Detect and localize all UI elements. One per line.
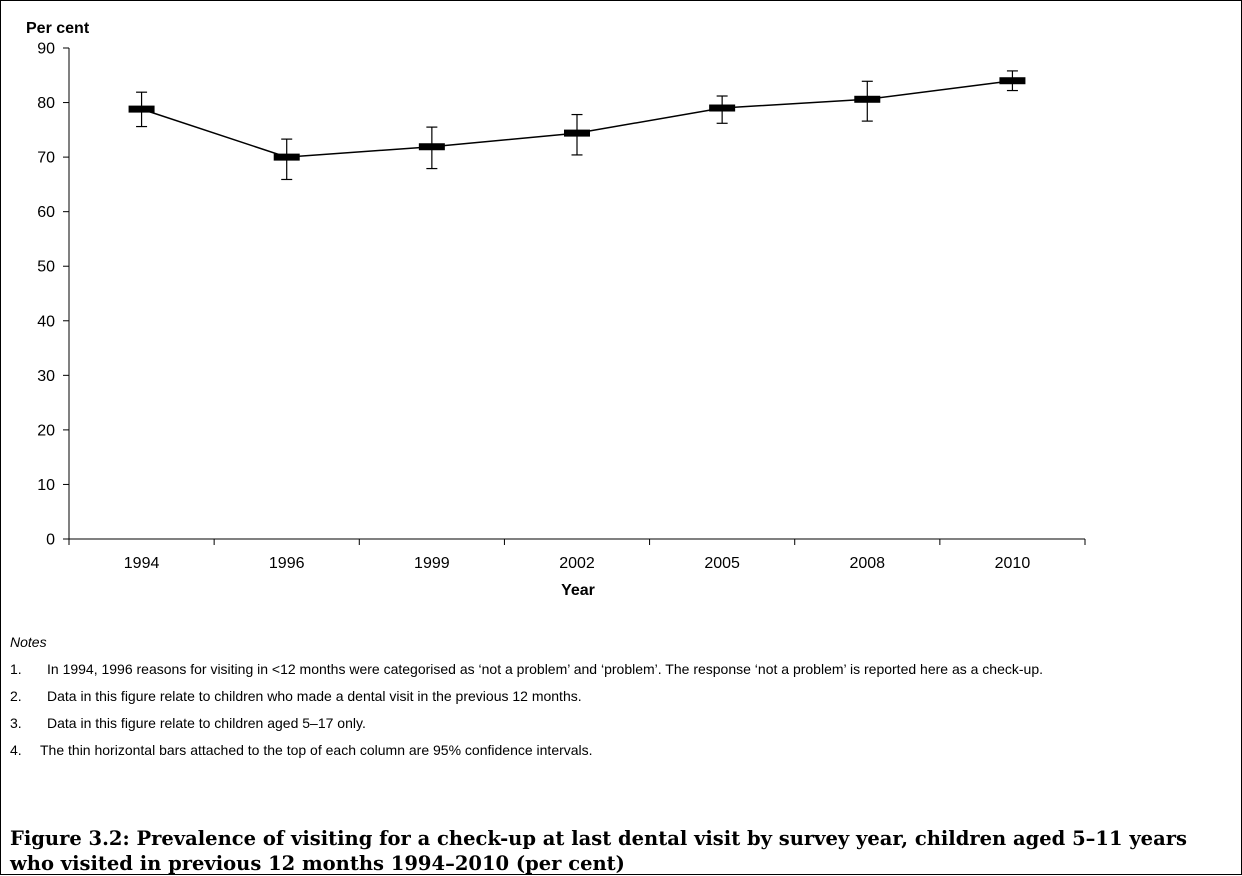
data-point-marker — [273, 153, 300, 161]
x-tick-label: 2005 — [704, 555, 740, 572]
x-tick-label: 2008 — [849, 555, 885, 572]
x-tick-label: 1999 — [414, 555, 450, 572]
data-point-marker — [418, 143, 445, 151]
data-point-marker — [999, 77, 1026, 85]
x-tick-label: 2002 — [559, 555, 595, 572]
y-tick-label: 20 — [37, 422, 55, 439]
y-tick-label: 50 — [37, 259, 55, 276]
x-tick-label: 1994 — [124, 555, 160, 572]
data-point-marker — [854, 95, 881, 103]
data-point-marker — [564, 129, 590, 137]
note-item: 3. Data in this figure relate to childre… — [10, 714, 1230, 732]
note-number: 4. — [10, 742, 22, 758]
x-axis: 1994 1996 1999 2002 2005 2008 2010 — [68, 538, 1086, 572]
y-axis: 0 10 20 30 40 50 60 70 80 90 — [37, 41, 70, 549]
data-point-marker — [128, 105, 155, 113]
note-item: 1. In 1994, 1996 reasons for visiting in… — [10, 660, 1230, 678]
note-item: 4. The thin horizontal bars attached to … — [10, 741, 1230, 759]
y-tick-label: 0 — [46, 532, 55, 549]
note-item: 2. Data in this figure relate to childre… — [10, 687, 1230, 705]
y-tick-label: 40 — [37, 313, 55, 330]
data-point-marker — [709, 104, 736, 112]
data-series — [128, 70, 1026, 181]
x-tick-label: 1996 — [269, 555, 305, 572]
y-tick-label: 60 — [37, 204, 55, 221]
y-tick-label: 30 — [37, 368, 55, 385]
note-number: 2. — [10, 688, 22, 704]
x-tick-label: 2010 — [995, 555, 1031, 572]
x-axis-title: Year — [561, 582, 595, 599]
notes-section: Notes 1. In 1994, 1996 reasons for visit… — [10, 633, 1230, 768]
y-tick-label: 70 — [37, 150, 55, 167]
y-tick-label: 90 — [37, 41, 55, 58]
y-tick-label: 80 — [37, 95, 55, 112]
note-text: Data in this figure relate to children w… — [47, 688, 582, 704]
note-number: 1. — [10, 661, 22, 677]
figure-caption: Figure 3.2: Prevalence of visiting for a… — [10, 827, 1187, 875]
y-axis-title: Per cent — [26, 20, 90, 37]
y-tick-label: 10 — [37, 477, 55, 494]
note-text: The thin horizontal bars attached to the… — [40, 742, 593, 758]
notes-heading: Notes — [10, 634, 47, 650]
note-number: 3. — [10, 715, 22, 731]
note-text: In 1994, 1996 reasons for visiting in <1… — [47, 661, 1043, 677]
note-text: Data in this figure relate to children a… — [47, 715, 366, 731]
